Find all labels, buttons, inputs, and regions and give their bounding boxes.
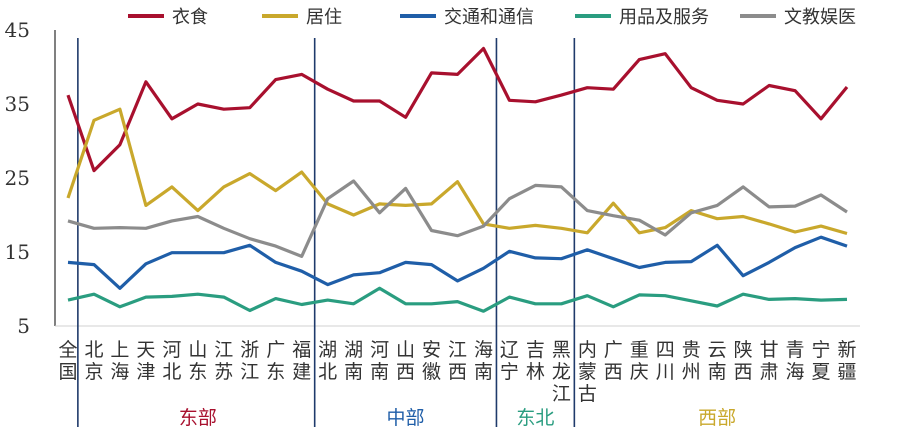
legend-item: 居住	[262, 7, 342, 28]
x-tick-label: 河南	[370, 339, 389, 383]
legend-label: 文教娱医	[784, 7, 856, 28]
region-label: 西部	[698, 407, 736, 427]
x-tick-label: 新疆	[837, 339, 856, 383]
x-tick-label: 贵州	[682, 339, 701, 383]
x-tick-label: 湖南	[344, 339, 363, 383]
legend-label: 交通和通信	[444, 7, 534, 28]
series-line-居住	[66, 107, 848, 236]
x-tick-label: 云南	[708, 339, 727, 383]
x-tick-label: 安徽	[422, 339, 441, 383]
x-tick-label: 福建	[292, 339, 311, 383]
x-tick-label: 山西	[396, 339, 415, 383]
x-tick-label: 山东	[188, 339, 207, 383]
series-line-文教娱医	[67, 179, 848, 258]
region-separators	[77, 38, 576, 427]
region-label: 中部	[387, 407, 425, 427]
x-tick-label: 辽宁	[500, 339, 519, 383]
legend-item: 交通和通信	[400, 7, 534, 28]
x-tick-label: 青海	[786, 339, 805, 383]
x-tick-label: 陕西	[734, 339, 753, 383]
legend-item: 衣食	[128, 7, 208, 28]
x-tick-label: 北京	[84, 339, 103, 383]
x-tick-label: 天津	[136, 339, 155, 383]
x-tick-label: 黑龙江	[552, 339, 571, 405]
legend-item: 用品及服务	[575, 7, 709, 28]
legend-item: 文教娱医	[740, 7, 856, 28]
region-labels: 东部 中部 东北 西部	[179, 407, 736, 429]
y-tick-label: 25	[5, 166, 30, 190]
x-tick-label: 江苏	[214, 339, 233, 383]
legend-label: 用品及服务	[619, 7, 709, 28]
x-tick-labels: 全国北京上海天津河北山东江苏浙江广东福建湖北湖南河南山西安徽江西海南辽宁吉林黑龙…	[58, 339, 856, 405]
legend: 衣食 居住 交通和通信 用品及服务 文教娱医	[128, 7, 856, 28]
x-tick-label: 上海	[110, 339, 129, 383]
x-tick-label: 河北	[162, 339, 181, 383]
x-tick-label: 海南	[474, 339, 493, 383]
x-tick-label: 广东	[266, 339, 285, 383]
x-tick-label: 四川	[656, 339, 675, 383]
y-tick-label: 35	[5, 92, 30, 116]
x-tick-label: 重庆	[630, 339, 649, 383]
x-tick-label: 全国	[58, 339, 77, 383]
region-label: 东部	[179, 407, 217, 427]
x-tick-label: 浙江	[240, 339, 259, 383]
legend-label: 衣食	[172, 7, 208, 28]
x-tick-label: 广西	[604, 339, 623, 383]
x-tick-label: 甘肃	[760, 339, 779, 383]
x-tick-label: 宁夏	[812, 339, 831, 383]
x-tick-label: 内蒙古	[578, 339, 597, 405]
series-line-交通和通信	[67, 235, 848, 290]
y-tick-label: 15	[5, 240, 30, 264]
series-line-衣食	[66, 46, 849, 173]
series-line-用品及服务	[67, 286, 848, 313]
y-tick-label: 5	[17, 314, 30, 338]
x-tick-label: 吉林	[526, 339, 545, 383]
series-lines	[66, 46, 849, 313]
y-tick-label: 45	[5, 18, 30, 42]
axes: 5 15 25 35 45	[5, 18, 860, 338]
x-tick-label: 江西	[448, 339, 467, 383]
legend-label: 居住	[306, 7, 342, 28]
x-tick-label: 湖北	[318, 339, 337, 383]
region-label: 东北	[516, 407, 554, 427]
